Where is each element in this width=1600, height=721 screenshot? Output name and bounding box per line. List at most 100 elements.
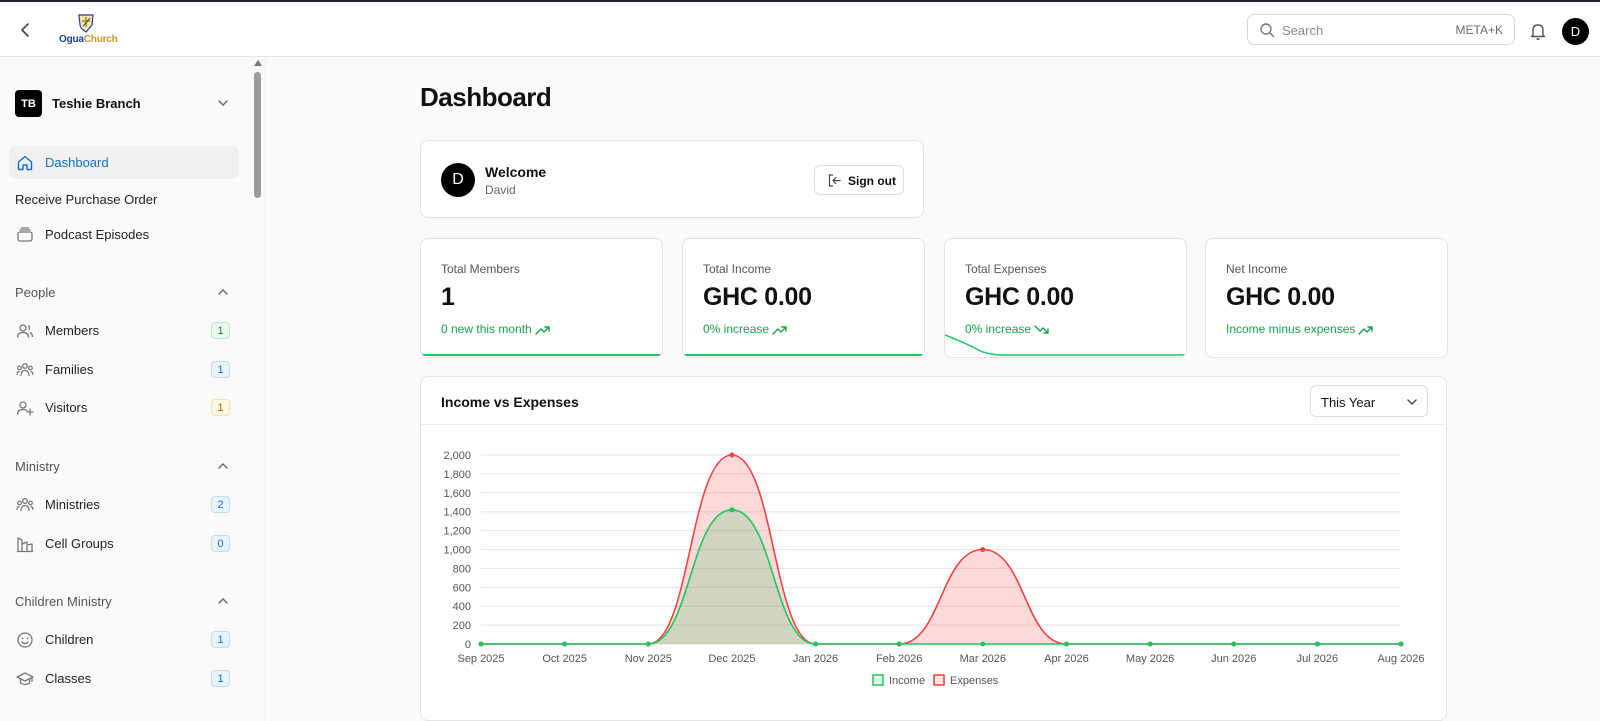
stat-label: Net Income [1226, 262, 1288, 276]
chart-header: Income vs Expenses This Year [421, 377, 1446, 425]
stat-note: 0% increase [965, 322, 1050, 336]
y-tick-label: 200 [453, 620, 471, 632]
x-tick-label: Mar 2026 [960, 653, 1006, 665]
sidebar-item-label: Children [45, 632, 94, 647]
page-title: Dashboard [420, 82, 552, 112]
sidebar-item-dashboard[interactable]: Dashboard [9, 146, 239, 179]
stat-note: Income minus expenses [1226, 322, 1374, 336]
y-tick-label: 0 [465, 639, 471, 651]
branch-badge: TB [15, 90, 42, 117]
y-tick-label: 1,400 [443, 507, 471, 519]
y-tick-label: 600 [453, 582, 471, 594]
sidebar-item-families[interactable]: Families 1 [9, 353, 239, 386]
branch-switcher[interactable]: TB Teshie Branch [15, 89, 233, 117]
legend-swatch-income [872, 674, 884, 686]
notifications-button[interactable] [1528, 21, 1548, 41]
stat-card-total-income: Total Income GHC 0.00 0% increase [682, 238, 925, 358]
search-input[interactable] [1282, 19, 1442, 41]
stat-label: Total Income [703, 262, 772, 276]
stat-note-text: 0% increase [703, 322, 770, 336]
legend-swatch-expenses [933, 674, 945, 686]
section-children-ministry[interactable]: Children Ministry [15, 591, 233, 611]
count-badge: 1 [211, 631, 230, 648]
sign-out-button[interactable]: Sign out [814, 165, 904, 195]
trending-up-icon [1358, 326, 1374, 335]
family-icon [16, 363, 34, 377]
time-range-select[interactable]: This Year [1310, 385, 1428, 417]
income-point [896, 641, 902, 647]
trending-down-icon [1034, 325, 1049, 334]
back-button[interactable] [14, 18, 36, 42]
sidebar-item-receive-purchase-order[interactable]: Receive Purchase Order [9, 183, 239, 216]
branch-name: Teshie Branch [52, 96, 141, 111]
chevron-up-icon [218, 598, 228, 604]
stat-value: GHC 0.00 [703, 283, 812, 311]
stat-value: 1 [441, 283, 455, 311]
sidebar-item-members[interactable]: Members 1 [9, 314, 239, 347]
chevron-left-icon [21, 23, 29, 37]
income-point [813, 641, 819, 647]
chevron-down-icon [1407, 399, 1417, 405]
sidebar-item-label: Receive Purchase Order [15, 192, 158, 207]
podcast-box-icon [17, 227, 33, 242]
x-tick-label: May 2026 [1126, 653, 1174, 665]
sidebar-item-classes[interactable]: Classes 1 [9, 662, 239, 695]
scroll-thumb[interactable] [254, 72, 261, 198]
sidebar-scrollbar[interactable] [253, 60, 263, 721]
sidebar-item-cell-groups[interactable]: Cell Groups 0 [9, 527, 239, 560]
y-tick-label: 1,200 [443, 526, 471, 538]
app-logo[interactable]: OguaChurch [57, 12, 118, 48]
trending-up-icon [535, 326, 550, 335]
smile-icon [17, 632, 33, 648]
expenses-area [481, 455, 1401, 644]
time-range-value: This Year [1321, 395, 1376, 410]
users-icon [16, 324, 34, 338]
sidebar-item-label: Podcast Episodes [45, 227, 150, 242]
sidebar-item-label: Classes [45, 671, 92, 686]
group-icon [16, 498, 34, 512]
scroll-up-arrow-icon[interactable] [254, 60, 262, 66]
stat-value: GHC 0.00 [1226, 283, 1335, 311]
stat-note: 0% increase [703, 322, 788, 336]
welcome-user-name: David [485, 183, 516, 197]
x-tick-label: Aug 2026 [1377, 653, 1424, 665]
home-icon [17, 155, 33, 171]
count-badge: 0 [211, 535, 230, 552]
sidebar-item-ministries[interactable]: Ministries 2 [9, 488, 239, 521]
x-tick-label: Apr 2026 [1044, 653, 1089, 665]
legend-label-expenses: Expenses [950, 675, 999, 687]
sidebar-item-podcast-episodes[interactable]: Podcast Episodes [9, 218, 239, 251]
income-point [1147, 641, 1153, 647]
church-logo-icon [78, 14, 94, 33]
stat-value: GHC 0.00 [965, 283, 1074, 311]
search-icon [1260, 23, 1275, 38]
sign-out-label: Sign out [848, 174, 896, 188]
count-badge: 2 [211, 496, 230, 513]
section-label: Children Ministry [15, 594, 112, 609]
top-header: OguaChurch META+K D [0, 2, 1600, 57]
search-shortcut: META+K [1455, 23, 1503, 37]
income-point [562, 641, 568, 647]
window-top-border [0, 0, 1600, 2]
income-point [1231, 641, 1237, 647]
search-box[interactable]: META+K [1247, 14, 1515, 45]
log-out-icon [828, 174, 841, 187]
x-tick-label: Feb 2026 [876, 653, 922, 665]
expenses-point [729, 452, 735, 458]
sidebar-item-children[interactable]: Children 1 [9, 623, 239, 656]
building-icon [17, 537, 33, 553]
trending-up-icon [772, 326, 787, 335]
sidebar-item-visitors[interactable]: Visitors 1 [9, 391, 239, 424]
x-tick-label: Sep 2025 [457, 653, 504, 665]
welcome-card: D Welcome David Sign out [420, 140, 924, 218]
legend-label-income: Income [889, 675, 925, 687]
stat-label: Total Expenses [965, 262, 1047, 276]
section-ministry[interactable]: Ministry [15, 456, 233, 476]
count-badge: 1 [211, 670, 230, 687]
section-people[interactable]: People [15, 282, 233, 302]
user-avatar[interactable]: D [1562, 18, 1589, 45]
income-point [1314, 641, 1320, 647]
count-badge: 1 [211, 361, 230, 378]
sidebar-item-label: Dashboard [45, 155, 109, 170]
x-tick-label: Nov 2025 [625, 653, 672, 665]
